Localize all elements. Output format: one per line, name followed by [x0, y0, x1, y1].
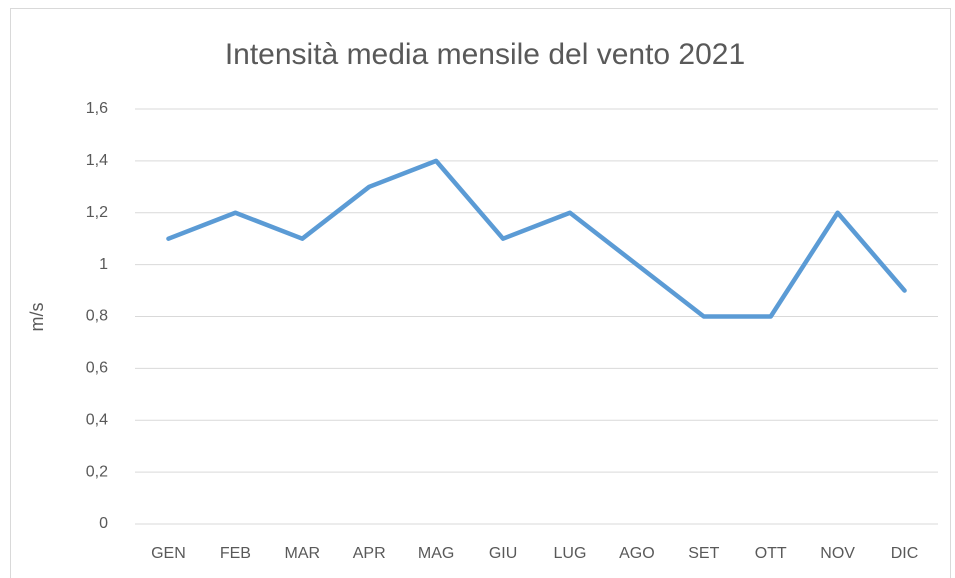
- y-tick-label: 1,2: [86, 204, 108, 221]
- x-tick-label: MAR: [285, 545, 321, 562]
- y-tick-label: 0,2: [86, 463, 108, 480]
- x-tick-label: LUG: [554, 545, 587, 562]
- chart-title: Intensità media mensile del vento 2021: [225, 38, 745, 71]
- x-tick-label: SET: [688, 545, 719, 562]
- y-tick-label: 0,4: [86, 411, 108, 428]
- x-tick-label: OTT: [755, 545, 787, 562]
- y-tick-label: 1,6: [86, 100, 108, 117]
- y-axis-label: m/s: [27, 303, 47, 332]
- y-tick-label: 0,8: [86, 308, 108, 325]
- y-tick-label: 0,6: [86, 360, 108, 377]
- y-tick-label: 1: [99, 256, 108, 273]
- x-tick-label: GEN: [151, 545, 186, 562]
- y-tick-label: 0: [99, 515, 108, 532]
- chart-border: [10, 8, 951, 578]
- x-tick-label: FEB: [220, 545, 251, 562]
- x-tick-label: DIC: [891, 545, 919, 562]
- y-tick-label: 1,4: [86, 152, 108, 169]
- x-tick-label: MAG: [418, 545, 454, 562]
- x-tick-label: APR: [353, 545, 386, 562]
- x-tick-label: GIU: [489, 545, 517, 562]
- line-series: [166, 158, 907, 319]
- x-tick-label: NOV: [820, 545, 855, 562]
- x-tick-label: AGO: [619, 545, 655, 562]
